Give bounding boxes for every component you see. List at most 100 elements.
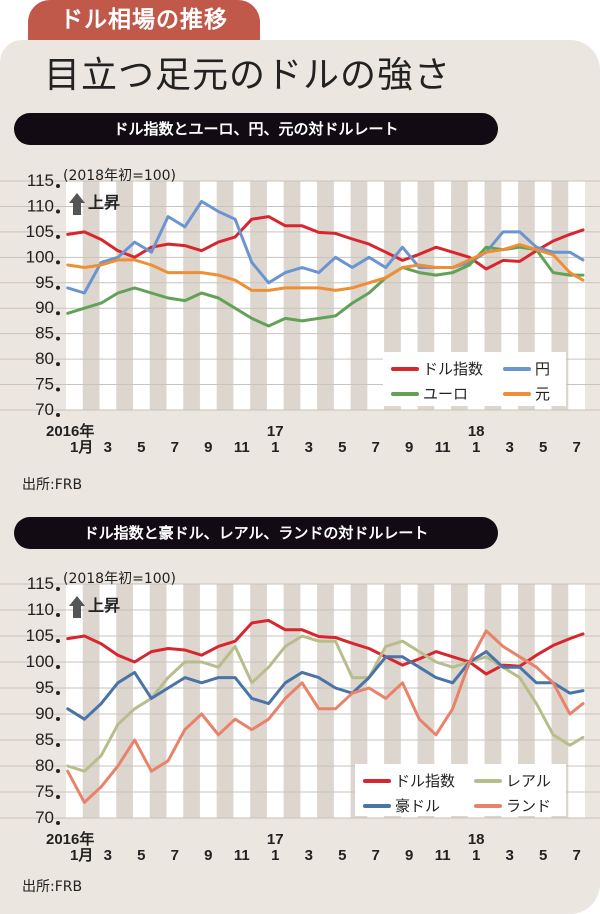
tick-dot bbox=[56, 639, 60, 643]
y-tick-label: 95 bbox=[35, 273, 54, 292]
legend-item: 豪ドル bbox=[363, 795, 462, 816]
tick-dot bbox=[56, 587, 60, 591]
y-tick-label: 75 bbox=[35, 782, 54, 801]
x-tick-label: 5 bbox=[137, 847, 145, 864]
tick-dot bbox=[56, 234, 60, 239]
x-tick-label: 7 bbox=[372, 439, 380, 456]
legend-swatch bbox=[474, 778, 502, 783]
legend-item: ドル指数 bbox=[391, 358, 491, 379]
x-tick-label: 3 bbox=[305, 439, 313, 456]
tick-dot bbox=[56, 260, 60, 265]
legend-swatch bbox=[363, 778, 391, 783]
y-tick-label: 70 bbox=[35, 808, 54, 827]
x-tick-label: 1月 bbox=[70, 439, 93, 456]
legend-swatch bbox=[503, 366, 531, 371]
legend-swatch bbox=[474, 803, 502, 808]
tick-dot bbox=[56, 285, 60, 290]
legend-item: 元 bbox=[503, 383, 558, 404]
x-tick-label: 11 bbox=[435, 439, 451, 456]
tick-dot bbox=[56, 387, 60, 392]
x-tick-label: 5 bbox=[539, 439, 547, 456]
x-tick-label: 3 bbox=[505, 847, 513, 864]
series-line bbox=[66, 199, 585, 295]
x-tick-label: 11 bbox=[234, 439, 250, 456]
tick-dot bbox=[56, 769, 60, 773]
legend-label: ユーロ bbox=[423, 385, 469, 403]
x-tick-label: 9 bbox=[204, 439, 212, 456]
x-tick-label: 3 bbox=[505, 439, 513, 456]
y-tick-label: 80 bbox=[35, 349, 54, 368]
y-tick-label: 105 bbox=[26, 222, 54, 241]
month-stripe bbox=[216, 584, 234, 818]
annotation-label: 上昇 bbox=[88, 193, 120, 212]
month-stripe bbox=[82, 584, 100, 818]
unit-note: (2018年初=100) bbox=[63, 167, 176, 184]
x-year-label: 18 bbox=[468, 831, 485, 848]
legend-label: ドル指数 bbox=[395, 772, 456, 790]
tick-dot bbox=[56, 795, 60, 799]
x-year-label: 18 bbox=[468, 423, 485, 440]
page-title: 目立つ足元のドルの強さ bbox=[44, 55, 452, 96]
legend-label: レアル bbox=[506, 772, 551, 790]
tick-dot bbox=[56, 743, 60, 747]
legend-label: ランド bbox=[506, 797, 552, 815]
legend-label: 円 bbox=[535, 360, 551, 378]
x-year-label: 2016年 bbox=[46, 422, 94, 440]
x-tick-label: 5 bbox=[338, 439, 346, 456]
series-line bbox=[66, 243, 585, 292]
x-tick-label: 1 bbox=[271, 847, 279, 864]
month-stripe bbox=[317, 181, 334, 410]
month-stripe bbox=[317, 584, 334, 818]
month-stripe bbox=[183, 584, 200, 818]
chart-2-legend: ドル指数 レアル 豪ドル ランド bbox=[355, 764, 566, 816]
x-tick-label: 5 bbox=[137, 439, 145, 456]
x-tick-label: 7 bbox=[372, 847, 380, 864]
month-stripe bbox=[149, 584, 167, 818]
legend-item: ユーロ bbox=[391, 383, 491, 404]
y-tick-label: 85 bbox=[35, 324, 54, 343]
x-tick-label: 3 bbox=[104, 439, 112, 456]
tick-dot bbox=[56, 311, 60, 316]
x-tick-label: 9 bbox=[405, 439, 413, 456]
y-tick-label: 100 bbox=[26, 247, 54, 266]
y-tick-label: 110 bbox=[27, 196, 54, 215]
x-tick-label: 7 bbox=[171, 439, 179, 456]
y-tick-label: 105 bbox=[26, 626, 54, 645]
month-stripe bbox=[250, 181, 267, 410]
y-tick-label: 75 bbox=[35, 375, 54, 394]
legend-item: 円 bbox=[503, 358, 558, 379]
tick-dot bbox=[56, 691, 60, 695]
legend-swatch bbox=[503, 391, 531, 396]
legend-item: ドル指数 bbox=[363, 770, 462, 791]
x-year-label: 17 bbox=[267, 831, 284, 848]
month-stripe bbox=[451, 584, 468, 818]
tick-dot bbox=[56, 821, 60, 825]
tick-dot bbox=[56, 413, 60, 417]
tick-dot bbox=[56, 717, 60, 721]
month-stripe bbox=[417, 584, 435, 818]
y-tick-label: 115 bbox=[27, 171, 54, 190]
unit-note: (2018年初=100) bbox=[63, 570, 176, 587]
y-tick-label: 80 bbox=[35, 756, 54, 775]
y-tick-label: 100 bbox=[26, 652, 54, 671]
month-stripe bbox=[350, 584, 368, 818]
up-arrow-icon bbox=[69, 193, 85, 215]
x-tick-label: 1 bbox=[472, 439, 480, 456]
tick-dot bbox=[56, 336, 60, 341]
section-tab: ドル相場の推移 bbox=[28, 0, 260, 42]
tick-dot bbox=[56, 362, 60, 367]
tick-dot bbox=[56, 184, 60, 188]
tick-dot bbox=[56, 613, 60, 617]
month-stripe bbox=[518, 584, 535, 818]
legend-swatch bbox=[363, 803, 391, 808]
x-tick-label: 3 bbox=[104, 847, 112, 864]
month-stripe bbox=[116, 584, 133, 818]
legend-swatch bbox=[391, 391, 419, 396]
x-tick-label: 1月 bbox=[70, 847, 93, 864]
x-tick-label: 11 bbox=[435, 847, 451, 864]
legend-label: 豪ドル bbox=[395, 797, 441, 815]
month-stripe bbox=[116, 181, 133, 410]
month-stripe bbox=[183, 181, 200, 410]
legend-swatch bbox=[391, 366, 419, 371]
x-tick-label: 11 bbox=[234, 847, 250, 864]
